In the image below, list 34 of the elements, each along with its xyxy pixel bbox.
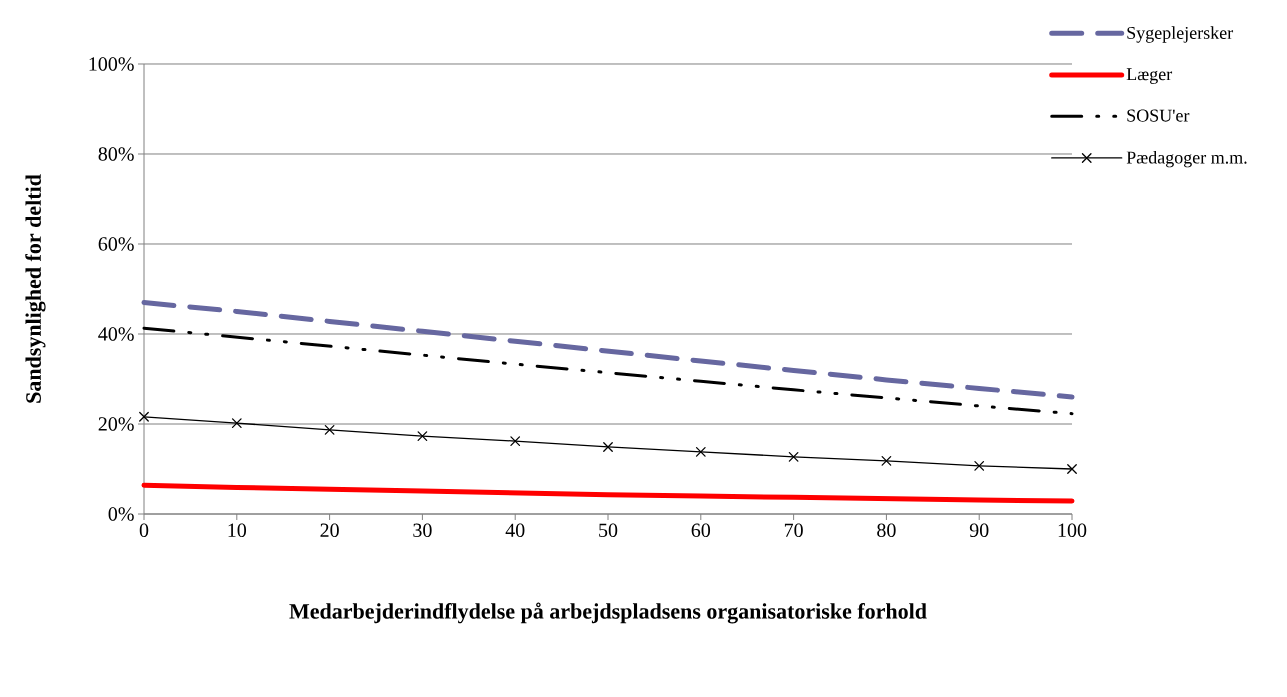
y-tick-label: 60% xyxy=(98,237,134,251)
point xyxy=(324,424,335,435)
point xyxy=(139,411,149,422)
x-tick-label: 10 xyxy=(228,523,247,538)
y-tick-label: 20% xyxy=(98,417,134,431)
x-tick-label: 30 xyxy=(413,523,432,538)
legend-label: SOSU'er xyxy=(1127,109,1190,122)
legend-label: Læger xyxy=(1126,68,1173,84)
point xyxy=(695,447,706,457)
x-tick-label: 40 xyxy=(505,523,525,538)
x-tick-label: 100 xyxy=(1058,523,1087,538)
y-tick-label: 100% xyxy=(89,57,134,71)
x-tick-label: 80 xyxy=(877,523,896,538)
y-tick-label: 0% xyxy=(108,507,134,521)
y-tick-label: 40% xyxy=(98,327,134,341)
x-tick-label: 70 xyxy=(784,523,803,538)
x-tick-label: 60 xyxy=(691,523,711,538)
point xyxy=(788,451,799,462)
x-tick-label: 0 xyxy=(139,523,149,538)
y-tick-label: 80% xyxy=(98,147,134,161)
point xyxy=(603,442,613,452)
x-tick-label: 90 xyxy=(969,523,989,538)
point xyxy=(881,456,892,466)
point xyxy=(974,460,985,471)
y-axis-title: Sandsynlighed for deltid xyxy=(25,174,46,403)
point xyxy=(510,436,521,446)
x-tick-label: 50 xyxy=(599,523,618,538)
x-tick-label: 20 xyxy=(320,523,339,538)
x-axis-title: Medarbejderindflydelse på arbejdspladsens organisatoriske forhold xyxy=(289,602,927,624)
legend-label: Sygeplejersker xyxy=(1127,26,1234,43)
legend-label: Pædagoger m.m. xyxy=(1126,150,1247,168)
point xyxy=(417,431,428,442)
point xyxy=(1067,464,1077,474)
point xyxy=(231,418,242,428)
